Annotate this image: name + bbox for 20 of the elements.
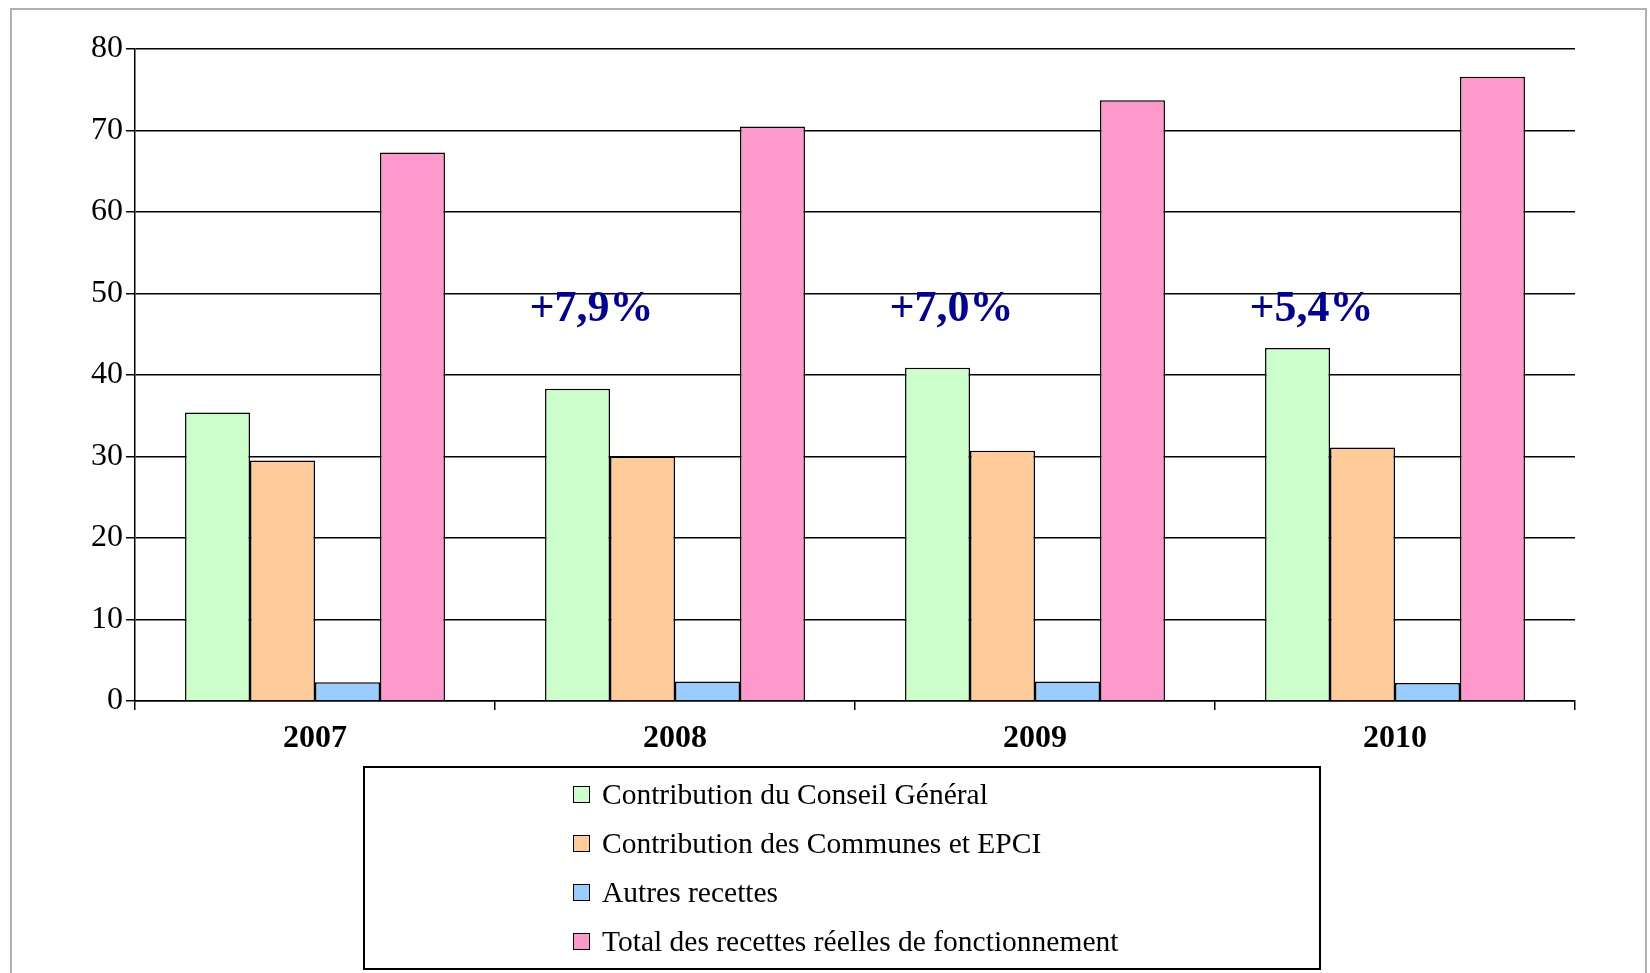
x-tick-label: 2009 [1003, 718, 1067, 755]
y-tick-label: 20 [91, 517, 123, 554]
x-tick-label: 2010 [1363, 718, 1427, 755]
y-tick-label: 60 [91, 191, 123, 228]
y-tick-label: 30 [91, 435, 123, 472]
legend-label: Autres recettes [602, 876, 779, 909]
y-tick-label: 40 [91, 354, 123, 391]
x-tick-label: 2008 [643, 718, 707, 755]
legend-label: Contribution des Communes et EPCI [602, 827, 1042, 860]
annotation: +7,0% [889, 282, 1014, 332]
y-tick-label: 0 [107, 680, 123, 717]
y-tick-label: 10 [91, 598, 123, 635]
y-tick-label: 80 [91, 28, 123, 65]
legend-label: Contribution du Conseil Général [602, 778, 988, 811]
annotation: +5,4% [1249, 282, 1374, 332]
x-tick-label: 2007 [283, 718, 347, 755]
y-tick-label: 50 [91, 272, 123, 309]
legend-label: Total des recettes réelles de fonctionnement [602, 925, 1119, 958]
annotation: +7,9% [529, 282, 654, 332]
y-tick-label: 70 [91, 109, 123, 146]
